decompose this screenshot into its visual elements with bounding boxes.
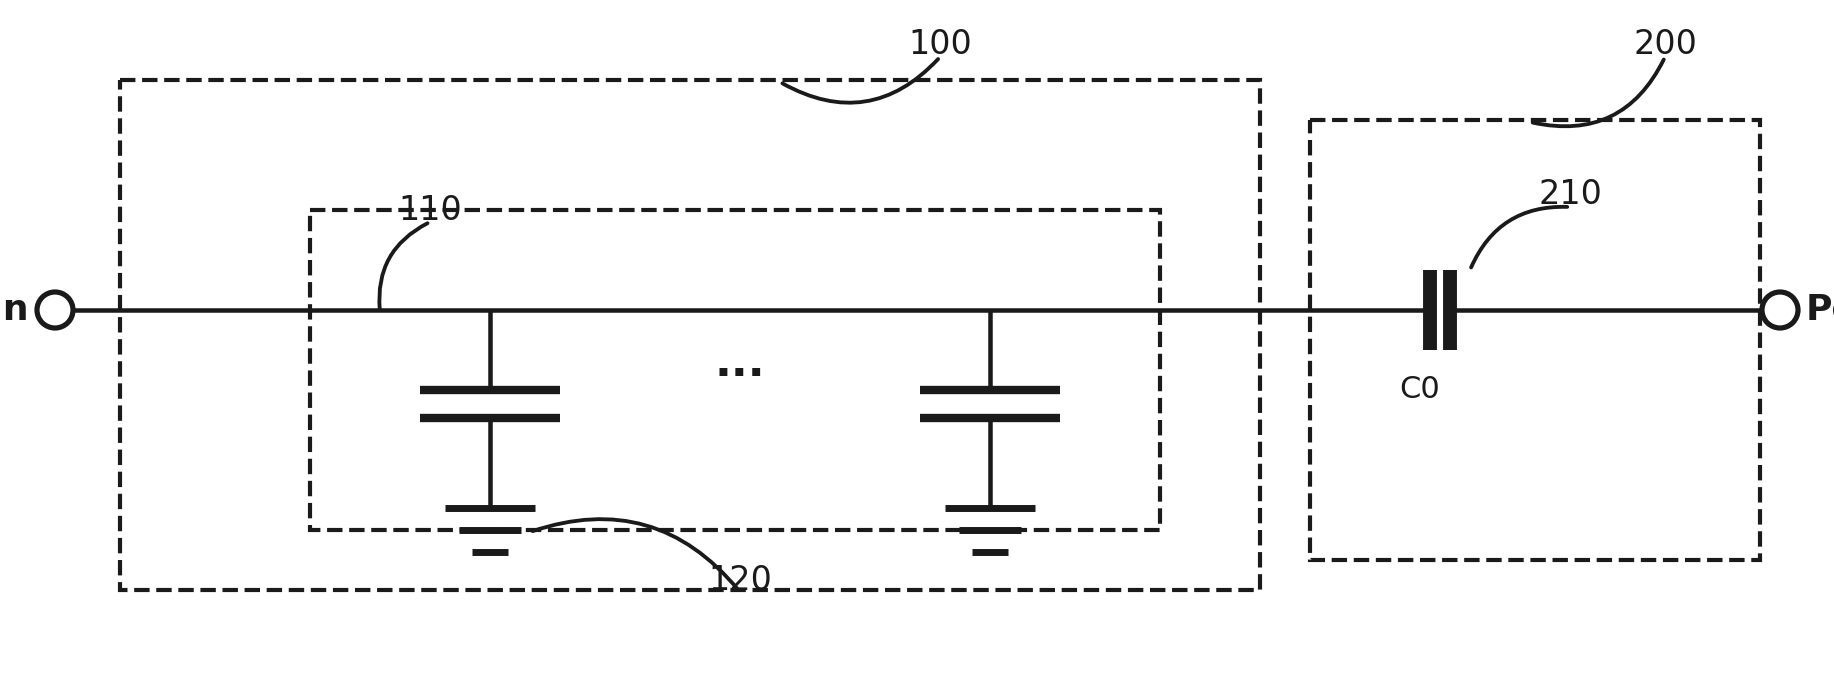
- Text: 120: 120: [708, 563, 772, 596]
- Text: C0: C0: [1399, 376, 1440, 404]
- Text: 200: 200: [1632, 28, 1696, 61]
- Text: Pin: Pin: [0, 293, 29, 327]
- Bar: [310, 210, 1159, 530]
- Bar: [119, 80, 1260, 590]
- Text: ···: ···: [715, 353, 765, 396]
- Text: 110: 110: [398, 194, 462, 227]
- Text: Pout: Pout: [1806, 293, 1834, 327]
- Text: 210: 210: [1539, 178, 1601, 211]
- Bar: [1309, 120, 1761, 560]
- Text: 100: 100: [908, 28, 972, 61]
